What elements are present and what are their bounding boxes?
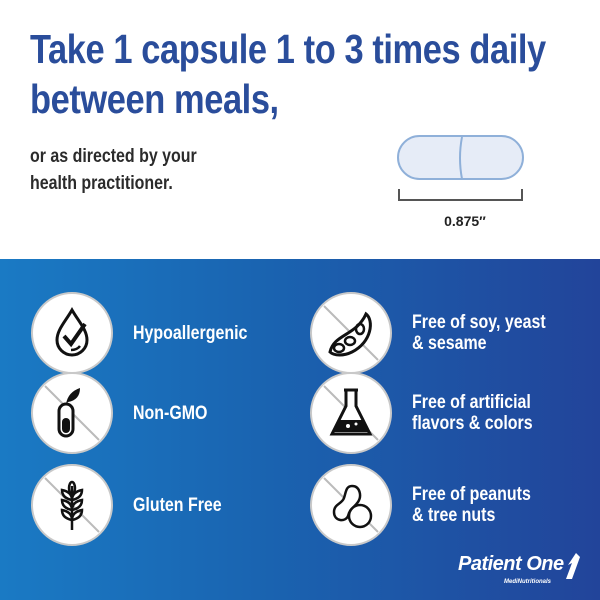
feature-label: Free of artificial <box>412 392 531 413</box>
subtitle-line: health practitioner. <box>30 173 173 194</box>
feature-label: Hypoallergenic <box>133 322 248 344</box>
feature-gluten-free: Gluten Free <box>31 464 239 546</box>
nuts-icon <box>310 464 392 546</box>
capsule-size-label: 0.875″ <box>444 213 486 229</box>
feature-label: Free of peanuts <box>412 484 531 505</box>
soybean-icon <box>310 292 392 374</box>
brand-name: Patient One <box>458 553 564 575</box>
feature-label: Non-GMO <box>133 402 208 424</box>
brand-logo: Patient One MediNutritionals <box>458 553 582 589</box>
subtitle: or as directed by your health practition… <box>30 143 229 197</box>
feature-label: Gluten Free <box>133 494 222 516</box>
brand-tagline: MediNutritionals <box>504 579 552 585</box>
feature-non-gmo: Non-GMO <box>31 372 222 454</box>
feature-free-of-artificial: Free of artificial flavors & colors <box>310 372 556 454</box>
test-tube-leaf-icon <box>31 372 113 454</box>
subtitle-line: or as directed by your <box>30 146 197 167</box>
title-line: Take 1 capsule 1 to 3 times daily <box>30 26 546 72</box>
wheat-icon <box>31 464 113 546</box>
feature-label: flavors & colors <box>412 413 533 434</box>
feature-label: & sesame <box>412 333 487 354</box>
title-line: between meals, <box>30 76 279 122</box>
flask-icon <box>310 372 392 454</box>
feature-free-of-peanuts: Free of peanuts & tree nuts <box>310 464 553 546</box>
logo-mark-icon <box>566 553 580 579</box>
feature-label: & tree nuts <box>412 505 496 526</box>
page-title: Take 1 capsule 1 to 3 times daily betwee… <box>30 24 600 124</box>
feature-label: Free of soy, yeast <box>412 312 546 333</box>
feature-hypoallergenic: Hypoallergenic <box>31 292 269 374</box>
measure-bracket <box>398 189 523 201</box>
drop-check-icon <box>31 292 113 374</box>
capsule-illustration <box>397 135 524 201</box>
feature-free-of-soy: Free of soy, yeast & sesame <box>310 292 571 374</box>
